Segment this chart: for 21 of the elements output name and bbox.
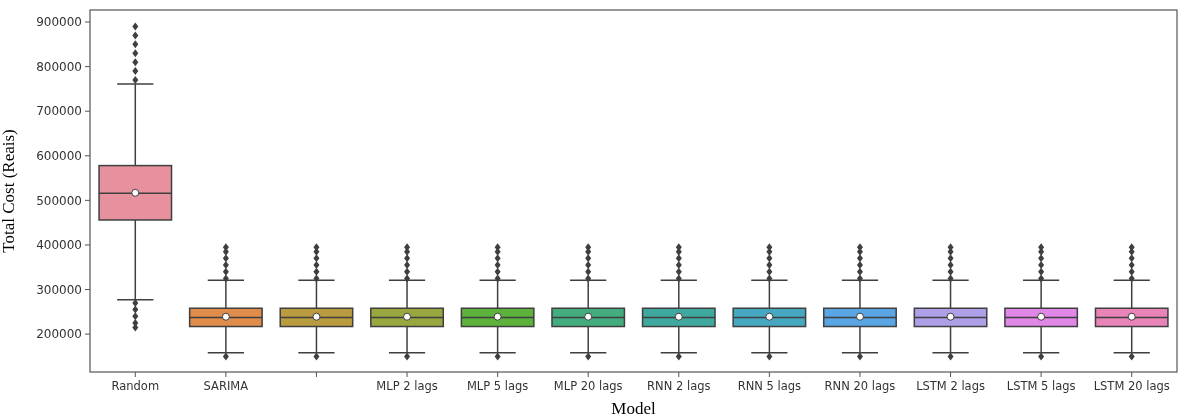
x-tick-label: Random (111, 379, 160, 393)
y-tick-label: 500000 (36, 193, 82, 208)
x-tick-label: MLP 20 lags (553, 379, 623, 393)
x-tick-label: RNN 20 lags (824, 379, 896, 393)
y-tick-label: 800000 (36, 59, 82, 74)
x-axis-title: Model (611, 399, 656, 418)
x-tick-label: MLP 5 lags (466, 379, 529, 393)
y-tick-label: 200000 (36, 327, 82, 342)
y-tick-label: 900000 (36, 15, 82, 30)
y-tick-label: 400000 (36, 238, 82, 253)
x-tick-label: RNN 2 lags (647, 379, 711, 393)
y-tick-label: 300000 (36, 282, 82, 297)
y-axis-title: Total Cost (Reais) (0, 129, 18, 253)
x-tick-label: MLP 2 lags (376, 379, 438, 393)
x-tick-label: LSTM 5 lags (1006, 379, 1076, 393)
x-tick-label: RNN 5 lags (737, 379, 802, 393)
y-tick-label: 700000 (36, 104, 82, 119)
x-tick-label: LSTM 20 lags (1093, 379, 1170, 393)
x-tick-label: LSTM 2 lags (916, 379, 985, 393)
y-tick-label: 600000 (36, 148, 82, 163)
x-tick-label: SARIMA (203, 379, 249, 393)
